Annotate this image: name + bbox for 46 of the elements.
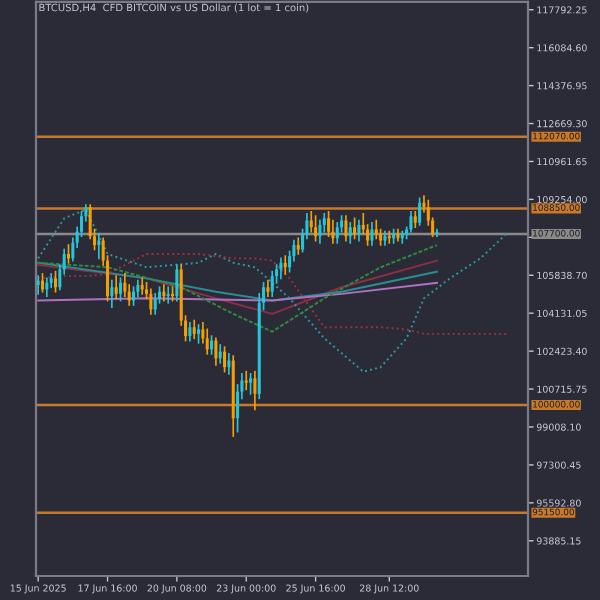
candlestick: [214, 337, 218, 366]
candlestick: [119, 277, 123, 302]
candlestick: [409, 210, 413, 233]
candlestick: [357, 219, 361, 242]
candlestick: [253, 370, 257, 411]
candlestick: [249, 373, 253, 395]
candlestick: [218, 344, 222, 364]
candlestick: [114, 275, 118, 300]
candlestick: [283, 255, 287, 275]
candlestick: [327, 210, 331, 237]
candlestick: [36, 275, 40, 295]
candlestick: [370, 221, 374, 246]
candlestick: [344, 215, 348, 242]
candlestick: [348, 221, 352, 244]
candlestick: [418, 197, 422, 226]
candlestick: [331, 219, 335, 244]
candlestick: [353, 217, 357, 240]
candlestick: [266, 279, 270, 297]
candlestick: [314, 215, 318, 242]
candlestick: [270, 270, 274, 297]
line-series: [37, 208, 508, 373]
candlestick: [279, 257, 283, 280]
candlestick: [140, 277, 144, 295]
candlestick: [53, 270, 58, 293]
candlestick: [318, 219, 322, 244]
candlestick: [175, 264, 179, 302]
candlestick: [153, 293, 157, 315]
candlestick: [383, 230, 387, 246]
candlestick: [227, 353, 231, 375]
candlestick: [97, 233, 101, 260]
candlestick: [309, 210, 313, 233]
candlestick: [110, 279, 114, 309]
line-series: [37, 252, 508, 335]
candlestick: [223, 346, 227, 373]
line-series: [37, 261, 438, 302]
candlestick: [49, 273, 53, 289]
line-series: [37, 281, 438, 302]
candlestick: [205, 328, 209, 355]
line-series: [37, 259, 438, 315]
candlestick: [162, 284, 166, 302]
candlestick: [374, 219, 378, 240]
candlestick: [149, 288, 153, 315]
candlestick: [335, 221, 339, 244]
candlestick: [296, 237, 300, 255]
line-series: [37, 244, 438, 333]
candlestick: [400, 230, 404, 244]
